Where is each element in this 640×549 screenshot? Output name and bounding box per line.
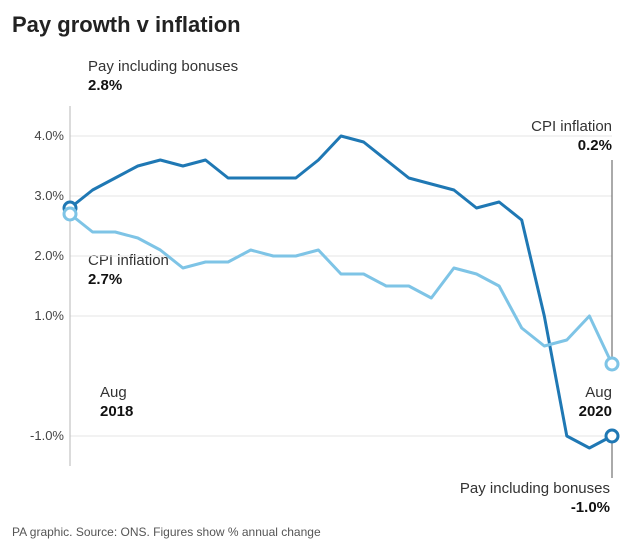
y-tick-label: -1.0% [14, 428, 64, 443]
y-tick-label: 4.0% [14, 128, 64, 143]
y-tick-label: 2.0% [14, 248, 64, 263]
y-tick-label: 3.0% [14, 188, 64, 203]
y-tick-label: 1.0% [14, 308, 64, 323]
chart-svg [0, 0, 640, 549]
chart-page: { "title": "Pay growth v inflation", "fo… [0, 0, 640, 549]
